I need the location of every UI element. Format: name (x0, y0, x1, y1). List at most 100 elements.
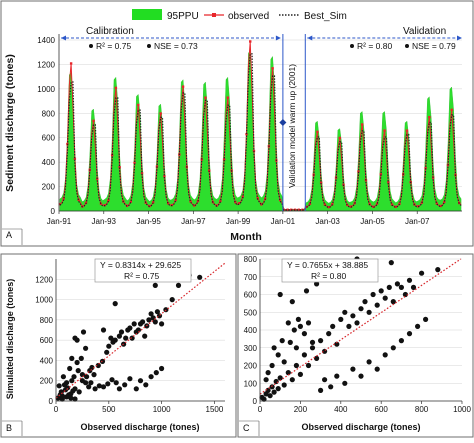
panel-b-scatter-point (143, 382, 149, 388)
panel-b-scatter-point (56, 383, 62, 389)
panel-c-scatter-point (265, 370, 271, 376)
panel-c-scatter-point (275, 352, 281, 358)
legend-95ppu-label: 95PPU (167, 11, 199, 22)
panel-b-scatter-point (60, 374, 66, 380)
panel-a-observed-point (114, 86, 118, 90)
period-arrowhead (61, 35, 66, 41)
legend-bestsim-label: Best_Sim (304, 11, 347, 22)
panel-c-scatter-point (342, 309, 348, 315)
panel-c-scatter-point (269, 384, 275, 390)
panel-c-scatter-point (330, 323, 336, 329)
panel-b-scatter-point (72, 335, 78, 341)
panel-b-scatter-points (55, 272, 203, 402)
panel-c-scatter-point (271, 345, 277, 351)
panel-c-scatter-point (394, 281, 400, 287)
panel-c-scatter-point (305, 320, 312, 326)
panel-a-x-tick-label: Jan-91 (47, 217, 72, 226)
panel-c-scatter-point (301, 331, 307, 337)
panel-c-y-tick-label: 300 (244, 344, 258, 353)
panel-c-r2: R² = 0.80 (311, 271, 346, 281)
warmup-annotation: Validation model warm up (2001) (287, 64, 297, 188)
panel-a-y-tick-label: 1000 (37, 85, 55, 94)
panel-b-scatter-point (142, 333, 148, 339)
panel-c-scatter-point (370, 291, 376, 298)
panel-a-observed-point (360, 123, 364, 126)
panel-b-scatter-point (106, 343, 112, 349)
panel-b-scatter-point (88, 380, 94, 386)
panel-a-observed-point (443, 200, 446, 204)
panel-a-observed-point (129, 200, 133, 203)
panel-c-scatter-point (271, 389, 277, 395)
panel-c-scatter-point (309, 339, 316, 345)
panel-c: 0 100 200 300 400 500 600 700 800 0 200 400 600 800 1… (237, 253, 474, 438)
panel-b-scatter-point (140, 319, 146, 325)
panel-c-scatter-point (362, 299, 368, 305)
panel-c-y-tick-label: 500 (244, 308, 258, 317)
panel-a-observed-point (92, 119, 95, 123)
panel-b-scatter-point (169, 297, 175, 303)
panel-a-observed-point (249, 40, 252, 43)
panel-c-scatter-point (293, 362, 299, 369)
panel-b-x-tick-label: 1000 (153, 405, 171, 414)
warmup-diamond-marker (279, 118, 287, 127)
legend-observed-label: observed (228, 11, 269, 22)
panel-c-scatter-point (303, 288, 310, 294)
panel-c-letter: C (243, 423, 250, 433)
panel-a-observed-point (137, 103, 140, 107)
panel-b-x-tick-label: 500 (102, 405, 116, 414)
panel-a-y-tick-label: 1200 (37, 60, 55, 69)
panel-a-observed-point (159, 112, 162, 115)
legend-observed-marker (212, 13, 216, 17)
panel-b-scatter-point (108, 335, 114, 341)
panel-c-scatter-point (410, 284, 417, 290)
panel-b-scatter-point (100, 384, 107, 390)
panel-c-y-tick-label: 0 (253, 397, 258, 406)
panel-a-observed-point (152, 201, 155, 204)
panel-a-y-ticks: 0 200 400 600 800 1000 1200 1400 (37, 36, 55, 216)
panel-a-observed-point (69, 62, 73, 65)
panel-b-scatter-point (131, 321, 137, 327)
panel-c-scatter-point (322, 377, 328, 383)
panel-a-axes (58, 34, 462, 212)
panel-c-scatter-point (435, 267, 441, 273)
panel-c-scatter-point (358, 373, 364, 379)
panel-b-scatter-point (64, 394, 70, 400)
panel-b-scatter-point (68, 391, 74, 397)
panel-a-observed-point (383, 129, 386, 132)
panel-b-y-tick-label: 800 (40, 316, 54, 325)
panel-c-scatter-point (275, 386, 281, 392)
panel-a-observed-point (278, 198, 282, 202)
panel-b-scatter-point (104, 349, 110, 355)
panel-c-y-tick-label: 600 (244, 291, 258, 300)
panel-a-observed-point (260, 203, 263, 206)
panel-c-scatter-point (277, 291, 283, 298)
panel-a-bestsim-series (59, 53, 462, 211)
panel-c-scatter-point (318, 387, 324, 393)
panel-c-scatter-point (346, 323, 352, 329)
panel-a-y-tick-label: 600 (42, 134, 56, 143)
panel-a-x-tick-label: Jan-03 (315, 217, 340, 226)
panel-b-scatter-point (86, 384, 92, 390)
panel-a-observed-point (308, 202, 312, 205)
panel-b: 0 200 400 600 800 1000 1200 0 500 1000 1500 Y = 0… (0, 253, 237, 438)
panel-b-scatter-point (100, 327, 107, 333)
panel-b-y-tick-label: 0 (49, 397, 54, 406)
panel-b-y-tick-label: 400 (40, 356, 54, 365)
panel-a-x-tick-label: Jan-93 (92, 217, 117, 226)
panel-a-y-axis-label: Sediment discharge (tones) (4, 54, 16, 192)
panel-b-scatter-point (127, 376, 133, 382)
panel-a-x-axis-label: Month (230, 231, 262, 243)
panel-c-scatter-point (291, 327, 297, 333)
panel-a-observed-point (338, 136, 341, 140)
panel-c-frame (237, 253, 474, 438)
panel-b-scatter-point (83, 345, 89, 351)
panel-c-x-axis-label: Observed discharge (tones) (301, 422, 420, 432)
panel-a-observed-point (174, 198, 177, 202)
panel-b-x-ticks: 0 500 1000 1500 (54, 401, 224, 414)
panel-c-scatter-point (314, 355, 320, 361)
panel-a-observed-point (316, 130, 319, 134)
panel-a-observed-point (181, 85, 185, 88)
panel-c-y-tick-label: 400 (244, 326, 258, 335)
panel-b-scatter-point (148, 311, 154, 317)
